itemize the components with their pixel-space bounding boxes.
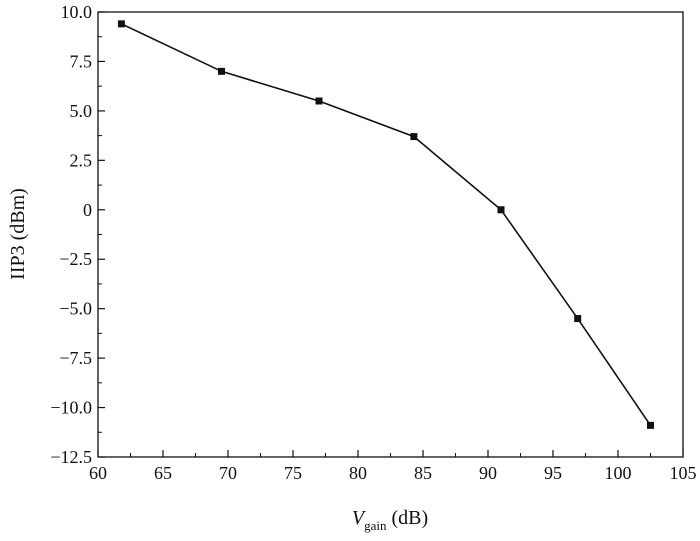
x-tick-label: 80 bbox=[349, 463, 367, 483]
x-tick-label: 65 bbox=[154, 463, 172, 483]
y-tick-label: −2.5 bbox=[59, 249, 92, 269]
x-tick-label: 100 bbox=[605, 463, 632, 483]
series-line bbox=[121, 23, 652, 426]
series-layer bbox=[117, 20, 654, 429]
x-axis-title-main: V bbox=[352, 507, 367, 529]
y-tick-label: 10.0 bbox=[61, 2, 93, 22]
x-tick-label: 95 bbox=[544, 463, 562, 483]
y-tick-label: −7.5 bbox=[59, 348, 92, 368]
x-axis: 60 65 70 75 80 85 90 95 100 105 bbox=[89, 450, 697, 483]
data-point-marker bbox=[117, 20, 125, 28]
x-tick-label: 85 bbox=[414, 463, 432, 483]
plot-frame bbox=[97, 11, 684, 458]
y-axis: 10.0 7.5 5.0 2.5 0 −2.5 −5.0 −7.5 −10.0 −12.5 bbox=[50, 2, 105, 467]
y-tick-label: 5.0 bbox=[70, 101, 93, 121]
x-tick-label: 105 bbox=[670, 463, 697, 483]
y-tick-label: −12.5 bbox=[50, 447, 92, 467]
x-axis-title-unit: (dB) bbox=[386, 507, 428, 529]
y-tick-label: −5.0 bbox=[59, 299, 92, 319]
x-tick-label: 60 bbox=[89, 463, 107, 483]
data-point-marker bbox=[647, 421, 654, 429]
data-point-marker bbox=[315, 97, 323, 105]
data-point-marker bbox=[574, 315, 582, 323]
y-tick-label: −10.0 bbox=[50, 398, 92, 418]
y-axis-title: IIP3 (dBm) bbox=[7, 188, 29, 280]
data-point-marker bbox=[218, 67, 225, 75]
x-tick-label: 75 bbox=[284, 463, 302, 483]
x-tick-label: 90 bbox=[479, 463, 497, 483]
x-axis-title-subscript: gain bbox=[364, 518, 387, 533]
y-tick-label: 2.5 bbox=[70, 150, 93, 170]
data-point-marker bbox=[410, 133, 418, 141]
x-tick-label: 70 bbox=[219, 463, 237, 483]
x-axis-title: Vgain (dB) bbox=[352, 507, 428, 533]
y-tick-label: 0 bbox=[83, 200, 92, 220]
y-tick-label: 7.5 bbox=[70, 51, 93, 71]
data-point-marker bbox=[497, 206, 505, 214]
